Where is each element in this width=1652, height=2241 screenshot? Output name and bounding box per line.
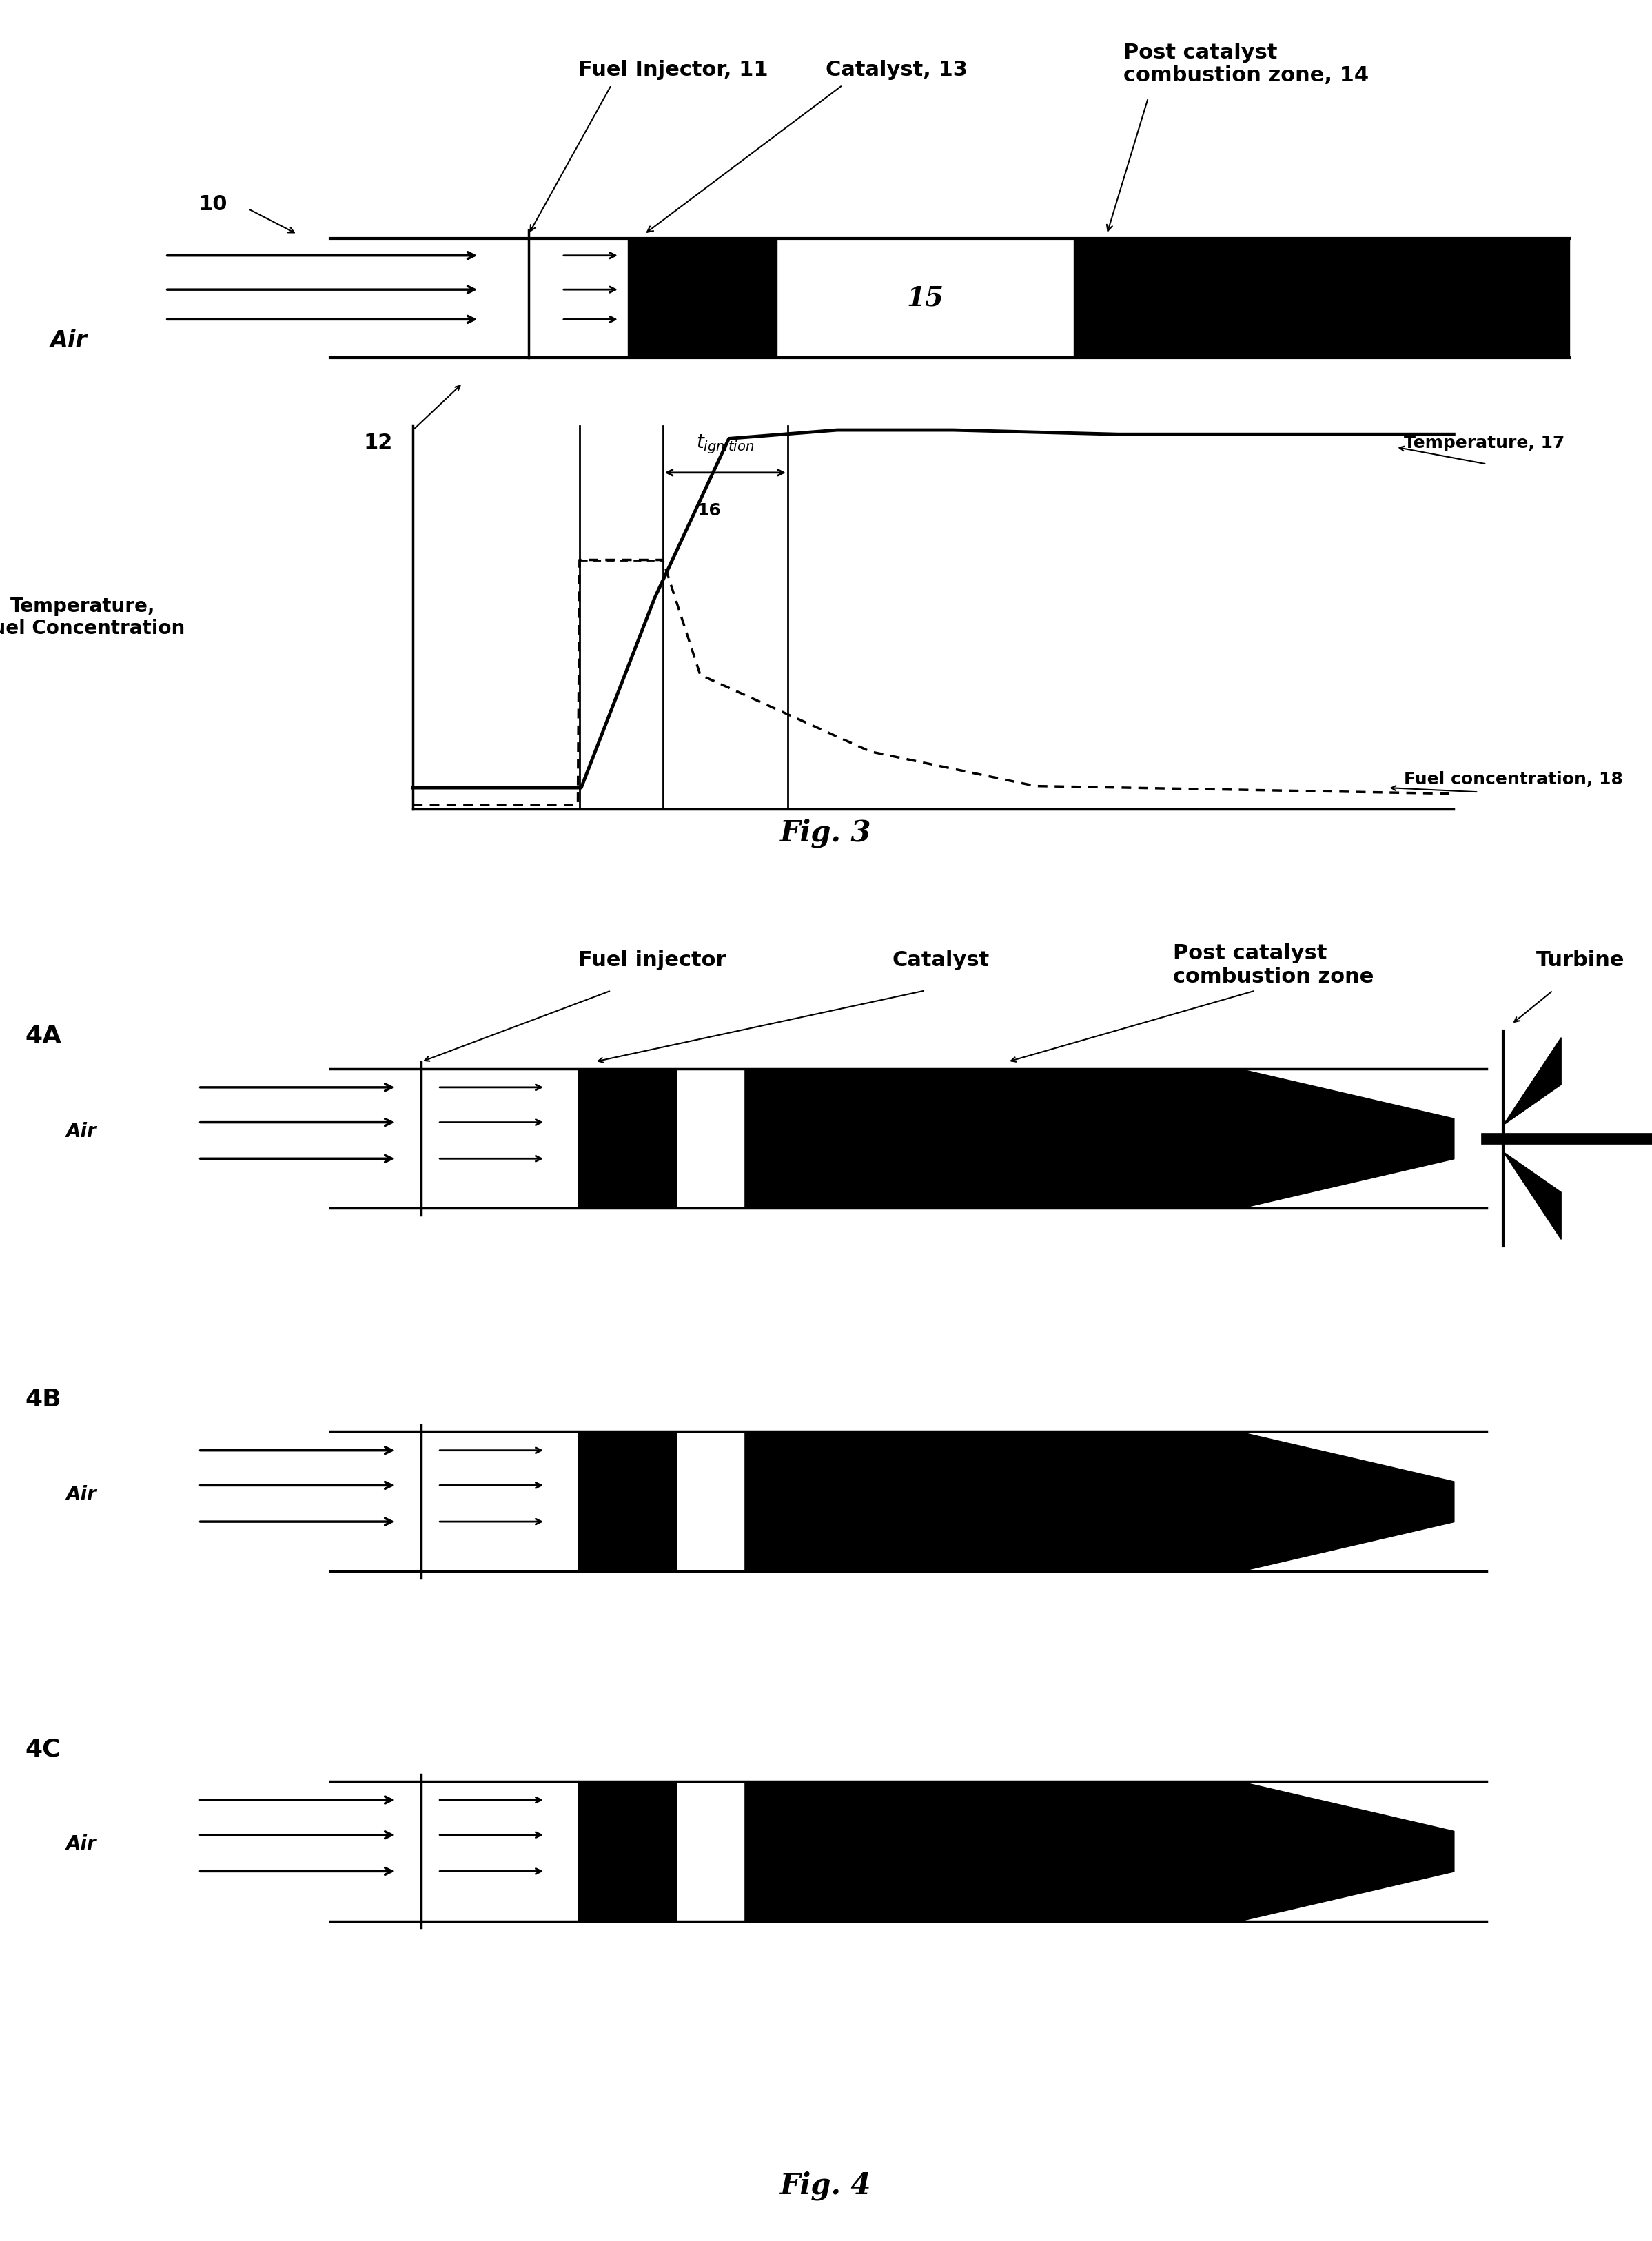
Text: Catalyst: Catalyst bbox=[892, 950, 990, 970]
Text: Temperature,
Fuel Concentration: Temperature, Fuel Concentration bbox=[0, 596, 185, 639]
Text: Air: Air bbox=[66, 1123, 97, 1141]
Polygon shape bbox=[1503, 1038, 1561, 1125]
Text: Fuel injector: Fuel injector bbox=[578, 950, 725, 970]
Text: Air: Air bbox=[66, 1486, 97, 1504]
Text: Fig. 3: Fig. 3 bbox=[780, 818, 872, 847]
Text: 16: 16 bbox=[697, 502, 720, 520]
Text: 4A: 4A bbox=[25, 1024, 61, 1049]
Text: Temperature, 17: Temperature, 17 bbox=[1404, 435, 1564, 450]
Text: Air: Air bbox=[50, 329, 86, 352]
Text: Post catalyst
combustion zone, 14: Post catalyst combustion zone, 14 bbox=[1123, 43, 1370, 85]
Text: Catalyst, 13: Catalyst, 13 bbox=[826, 61, 968, 81]
Text: 15: 15 bbox=[907, 285, 943, 311]
Text: 10: 10 bbox=[198, 195, 228, 215]
Text: Air: Air bbox=[66, 1835, 97, 1853]
Text: 4C: 4C bbox=[25, 1737, 59, 1761]
Polygon shape bbox=[1503, 1152, 1561, 1239]
Text: 4B: 4B bbox=[25, 1387, 61, 1412]
Text: Fig. 4: Fig. 4 bbox=[780, 2172, 872, 2201]
Text: Fuel concentration, 18: Fuel concentration, 18 bbox=[1404, 771, 1624, 787]
Text: Fuel Injector, 11: Fuel Injector, 11 bbox=[578, 61, 768, 81]
Text: $t_{ignition}$: $t_{ignition}$ bbox=[695, 433, 755, 455]
Text: 12: 12 bbox=[363, 433, 393, 453]
Text: Post catalyst
combustion zone: Post catalyst combustion zone bbox=[1173, 943, 1374, 986]
Text: Turbine: Turbine bbox=[1536, 950, 1626, 970]
